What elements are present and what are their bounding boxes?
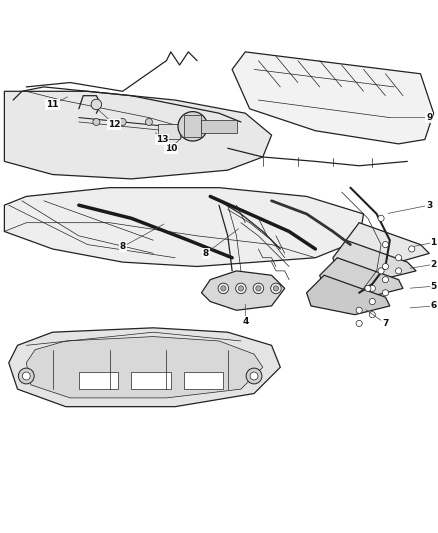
- Text: 11: 11: [46, 100, 59, 109]
- Circle shape: [378, 215, 384, 221]
- Text: 8: 8: [120, 243, 126, 251]
- Bar: [79, 372, 118, 389]
- Circle shape: [221, 286, 226, 291]
- Circle shape: [356, 320, 362, 327]
- Text: 2: 2: [431, 260, 437, 269]
- Circle shape: [369, 285, 375, 292]
- Circle shape: [382, 277, 389, 282]
- Circle shape: [250, 372, 258, 380]
- Polygon shape: [201, 271, 285, 310]
- Circle shape: [236, 283, 246, 294]
- Text: 13: 13: [156, 135, 168, 144]
- Circle shape: [356, 307, 362, 313]
- Text: 9: 9: [426, 113, 432, 122]
- Circle shape: [396, 268, 402, 274]
- Polygon shape: [232, 52, 434, 144]
- Polygon shape: [346, 223, 429, 262]
- Circle shape: [93, 118, 100, 125]
- Circle shape: [369, 298, 375, 304]
- Circle shape: [382, 263, 389, 270]
- Polygon shape: [26, 336, 263, 398]
- Circle shape: [382, 290, 389, 296]
- Circle shape: [396, 255, 402, 261]
- Polygon shape: [4, 91, 272, 179]
- Circle shape: [369, 312, 375, 318]
- Circle shape: [256, 286, 261, 291]
- Text: 6: 6: [431, 302, 437, 310]
- Text: 1: 1: [431, 238, 437, 247]
- Text: 8: 8: [203, 249, 209, 258]
- Bar: [131, 372, 171, 389]
- Circle shape: [185, 119, 200, 134]
- Polygon shape: [4, 188, 364, 266]
- Polygon shape: [9, 328, 280, 407]
- Circle shape: [238, 286, 244, 291]
- Polygon shape: [307, 275, 390, 314]
- Circle shape: [18, 368, 34, 384]
- Circle shape: [22, 372, 30, 380]
- Circle shape: [218, 283, 229, 294]
- Circle shape: [253, 283, 264, 294]
- Circle shape: [246, 368, 262, 384]
- Text: 5: 5: [431, 282, 437, 290]
- Bar: [184, 372, 223, 389]
- Text: 3: 3: [426, 201, 432, 209]
- Circle shape: [378, 268, 384, 274]
- Text: 10: 10: [165, 144, 177, 153]
- Polygon shape: [184, 115, 201, 138]
- Text: 12: 12: [108, 119, 120, 128]
- Circle shape: [91, 99, 102, 110]
- Circle shape: [271, 283, 281, 294]
- Text: 4: 4: [242, 317, 248, 326]
- Text: 7: 7: [382, 319, 389, 328]
- Circle shape: [409, 246, 415, 252]
- Bar: [158, 124, 180, 140]
- Circle shape: [178, 111, 208, 141]
- Circle shape: [119, 118, 126, 125]
- Circle shape: [273, 286, 279, 291]
- Circle shape: [365, 285, 371, 292]
- Circle shape: [382, 241, 389, 248]
- Polygon shape: [201, 120, 237, 133]
- Circle shape: [145, 118, 152, 125]
- Polygon shape: [320, 258, 403, 297]
- Polygon shape: [333, 240, 416, 280]
